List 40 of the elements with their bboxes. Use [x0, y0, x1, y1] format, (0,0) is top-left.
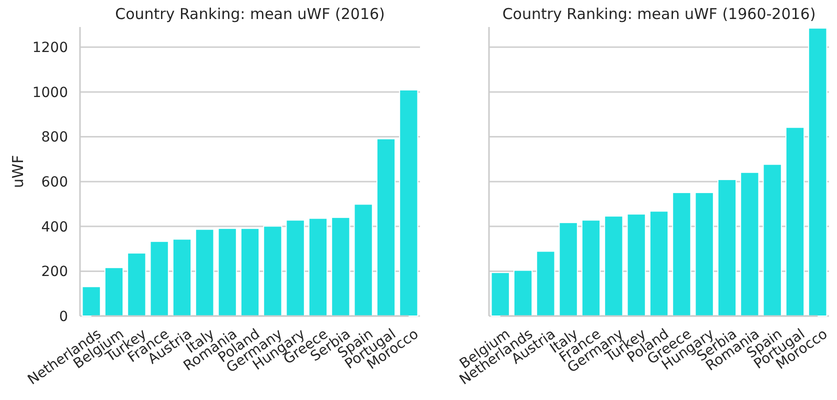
bar: [604, 216, 624, 316]
bar: [354, 204, 373, 316]
bar: [490, 272, 510, 316]
y-tick-label: 600: [41, 174, 68, 190]
bar: [82, 286, 101, 316]
y-tick-label: 800: [41, 130, 68, 146]
bar: [649, 210, 669, 316]
chart-title: Country Ranking: mean uWF (2016): [115, 5, 385, 23]
bar: [150, 240, 169, 316]
y-axis-title: uWF: [9, 155, 27, 188]
bar: [286, 220, 305, 316]
bar: [694, 192, 714, 316]
bar: [717, 179, 737, 316]
bar: [195, 228, 214, 316]
bar: [626, 214, 646, 316]
bar: [376, 138, 396, 316]
bar: [331, 216, 350, 316]
bar: [536, 250, 556, 316]
bar: [740, 172, 760, 316]
bar: [558, 222, 578, 316]
y-tick-label: 400: [41, 219, 68, 236]
bar: [513, 270, 533, 316]
y-tick-label: 0: [59, 308, 68, 325]
bar: [240, 228, 260, 316]
bar: [808, 28, 828, 316]
bar: [104, 267, 124, 316]
y-tick-label: 200: [41, 264, 68, 280]
bar: [308, 218, 328, 316]
chart-title: Country Ranking: mean uWF (1960-2016): [502, 5, 816, 23]
bar: [263, 226, 282, 316]
bar: [127, 252, 146, 316]
bar: [581, 220, 601, 316]
y-tick-label: 1200: [32, 40, 68, 56]
bar: [172, 238, 192, 316]
bar: [672, 192, 692, 316]
bar: [785, 126, 805, 316]
bar: [218, 228, 237, 316]
bar: [399, 89, 418, 316]
bar: [762, 164, 782, 316]
y-tick-label: 1000: [32, 84, 68, 101]
